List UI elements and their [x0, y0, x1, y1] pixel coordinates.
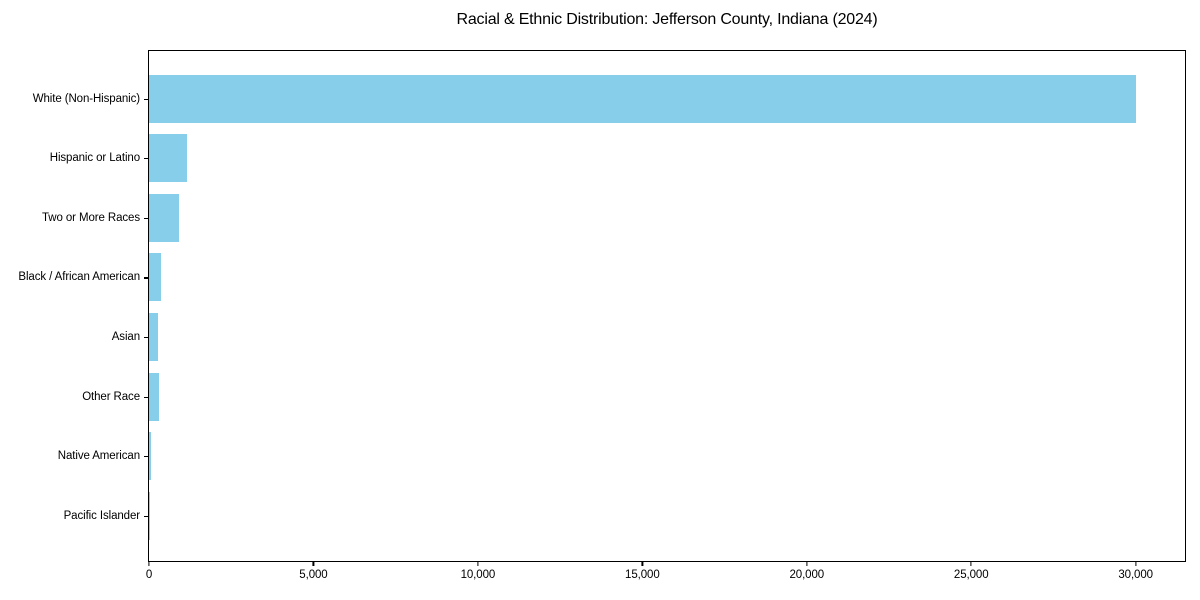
bar [149, 134, 187, 183]
bar [149, 432, 151, 481]
x-tick [806, 562, 808, 566]
x-tick [148, 562, 150, 566]
y-tick [144, 396, 148, 398]
x-tick [477, 562, 479, 566]
bar [149, 313, 158, 362]
x-axis-label: 20,000 [789, 569, 825, 581]
x-tick [970, 562, 972, 566]
y-axis-label: Other Race [82, 390, 140, 403]
plot-area: White (Non-Hispanic) Hispanic or Latino Tw… [18, 50, 1186, 581]
y-tick [144, 337, 148, 339]
bar [149, 372, 159, 421]
y-axis-label: Native American [57, 450, 140, 463]
bar [149, 253, 162, 302]
y-tick [144, 217, 148, 220]
x-tick [641, 562, 643, 566]
y-axis-label: Asian [111, 331, 140, 344]
y-axis-label: White (Non-Hispanic) [32, 92, 140, 105]
y-axis-label: Black / African American [18, 271, 140, 284]
x-axis-label: 5,000 [299, 569, 328, 581]
y-tick [144, 515, 148, 518]
bar [149, 193, 179, 242]
y-tick [144, 98, 148, 100]
x-tick [1135, 562, 1137, 566]
y-tick [144, 456, 148, 458]
chart-title: Racial & Ethnic Distribution: Jefferson … [456, 11, 878, 28]
x-axis-label: 15,000 [625, 569, 660, 581]
x-axis-label: 30,000 [1118, 569, 1153, 581]
bar [149, 74, 1136, 123]
y-axis-label: Hispanic or Latino [49, 152, 140, 165]
x-tick [312, 562, 315, 566]
x-axis-label: 10,000 [460, 569, 496, 581]
x-axis-label: 25,000 [953, 569, 989, 581]
y-axis-label: Pacific Islander [63, 509, 140, 522]
y-tick [144, 158, 148, 160]
y-tick [144, 277, 148, 279]
x-axis-label: 0 [145, 569, 153, 581]
y-axis-label: Two or More Races [42, 211, 140, 224]
